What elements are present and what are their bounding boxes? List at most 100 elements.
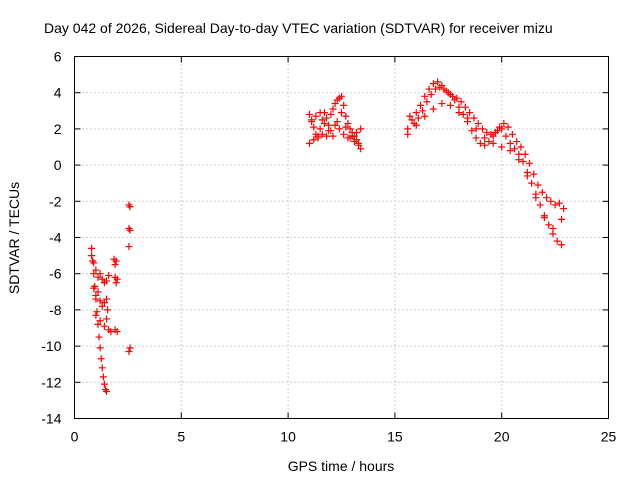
data-point	[558, 215, 566, 223]
data-point	[95, 333, 103, 341]
data-point	[327, 110, 335, 118]
data-point	[331, 121, 339, 129]
data-point	[551, 201, 559, 209]
data-point	[103, 277, 111, 285]
data-point	[310, 136, 318, 144]
y-tick-label: -14	[41, 411, 61, 427]
data-point	[329, 105, 337, 113]
data-point	[404, 130, 412, 138]
data-point	[508, 130, 516, 138]
data-point	[421, 92, 429, 100]
data-point	[346, 134, 354, 142]
data-point	[111, 261, 119, 269]
data-point	[472, 125, 480, 133]
data-point	[470, 114, 478, 122]
data-point	[504, 123, 512, 131]
data-point	[472, 134, 480, 142]
data-point	[103, 387, 111, 395]
data-points	[88, 78, 568, 395]
y-tick-label: -10	[41, 338, 61, 354]
data-point	[419, 107, 427, 115]
series-early-outliers	[110, 201, 134, 356]
data-point	[457, 98, 465, 106]
data-point	[481, 134, 489, 142]
data-point	[350, 138, 358, 146]
data-point	[444, 89, 452, 97]
data-point	[357, 145, 365, 153]
data-point	[92, 311, 100, 319]
data-point	[357, 125, 365, 133]
data-point	[312, 112, 320, 120]
grid	[74, 56, 609, 419]
data-point	[100, 380, 108, 388]
data-point	[344, 119, 352, 127]
plot-frame	[74, 56, 609, 419]
data-point	[459, 110, 467, 118]
data-point	[323, 114, 331, 122]
data-point	[545, 221, 553, 229]
x-tick-label: 25	[601, 429, 617, 445]
data-point	[429, 105, 437, 113]
data-point	[438, 100, 446, 108]
data-point	[338, 92, 345, 100]
data-point	[126, 344, 134, 352]
data-point	[513, 138, 521, 146]
data-point	[100, 299, 108, 307]
data-point	[538, 188, 546, 196]
data-point	[104, 306, 112, 314]
data-point	[90, 284, 98, 292]
data-point	[491, 129, 499, 137]
data-point	[98, 275, 106, 283]
data-point	[549, 224, 557, 232]
series-afternoon-trace-c	[404, 100, 566, 232]
data-point	[92, 266, 100, 274]
data-point	[305, 139, 313, 147]
data-point	[88, 244, 96, 252]
data-point	[500, 119, 508, 127]
data-point	[417, 101, 425, 109]
data-point	[481, 141, 489, 149]
data-point	[318, 130, 326, 138]
data-point	[96, 270, 104, 278]
data-point	[478, 125, 486, 133]
data-point	[489, 139, 497, 147]
y-tick-label: 6	[54, 49, 62, 65]
data-point	[506, 147, 514, 155]
data-point	[126, 203, 134, 211]
data-point	[103, 315, 111, 323]
y-tick-label: 0	[54, 157, 62, 173]
data-point	[314, 134, 322, 142]
y-tick-label: -4	[49, 230, 62, 246]
data-point	[536, 201, 544, 209]
data-point	[93, 308, 101, 316]
data-point	[308, 118, 316, 126]
data-point	[340, 130, 348, 138]
data-point	[558, 241, 566, 249]
data-point	[449, 92, 457, 100]
data-point	[342, 112, 350, 120]
data-point	[113, 275, 121, 283]
data-point	[540, 214, 548, 222]
data-point	[483, 129, 491, 137]
data-point	[305, 110, 313, 118]
data-point	[414, 114, 422, 122]
data-point	[352, 129, 360, 137]
data-point	[125, 348, 133, 356]
data-point	[519, 157, 527, 165]
data-point	[346, 125, 354, 133]
data-point	[406, 112, 414, 120]
y-tick-label: 4	[54, 85, 62, 101]
x-tick-label: 10	[280, 429, 296, 445]
data-point	[125, 224, 133, 232]
data-point	[408, 116, 416, 124]
data-point	[333, 118, 341, 126]
data-point	[97, 355, 105, 363]
data-point	[547, 197, 555, 205]
data-point	[434, 78, 442, 86]
data-point	[335, 125, 343, 133]
data-point	[425, 85, 433, 93]
data-point	[474, 119, 482, 127]
data-point	[506, 139, 514, 147]
x-tick-label: 0	[71, 429, 79, 445]
